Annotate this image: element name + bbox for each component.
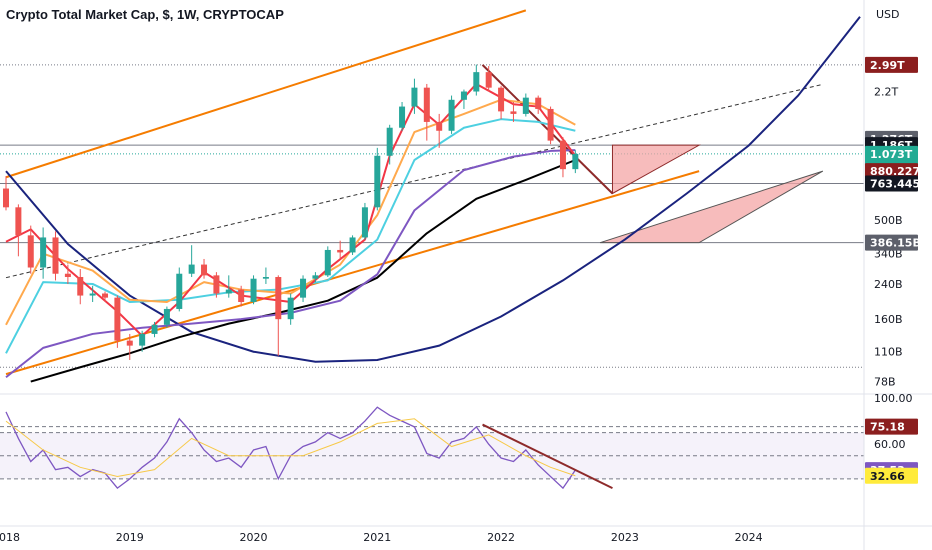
candle-body <box>89 293 96 296</box>
candle-body <box>64 273 71 278</box>
price-badge-label: 1.073T <box>870 148 913 161</box>
candle-body <box>188 264 195 274</box>
candle-body <box>386 127 393 156</box>
candle-body <box>498 87 505 112</box>
chart-title: Crypto Total Market Cap, $, 1W, CRYPTOCA… <box>6 7 284 22</box>
candle-body <box>176 273 183 309</box>
candle-body <box>374 155 381 208</box>
rsi-tick-label: 60.00 <box>874 438 906 451</box>
candle-body <box>114 297 121 341</box>
candle-body <box>510 111 517 114</box>
candle-body <box>238 289 245 302</box>
candle-body <box>572 153 579 170</box>
candle-body <box>163 308 170 325</box>
x-tick-label: 2020 <box>240 531 268 544</box>
x-tick-label: 2022 <box>487 531 515 544</box>
rsi-tick-label: 100.00 <box>874 392 913 405</box>
y-tick-label: 2.2T <box>874 86 898 99</box>
trendline <box>5 170 700 376</box>
candle-body <box>485 72 492 88</box>
candle-body <box>15 207 22 236</box>
candle-body <box>399 106 406 128</box>
candle-body <box>52 237 59 274</box>
y-tick-label: 240B <box>874 278 903 291</box>
x-tick-label: 2019 <box>116 531 144 544</box>
candle-body <box>275 277 282 320</box>
candle-body <box>40 237 47 268</box>
parabolic-arc <box>5 16 861 363</box>
candle-body <box>139 333 146 346</box>
price-badge-label: 880.227B <box>870 165 929 178</box>
candle-body <box>151 324 158 334</box>
y-tick-label: 340B <box>874 248 903 261</box>
target-triangle <box>611 144 702 195</box>
candle-body <box>349 237 356 253</box>
moving-average-line <box>5 149 576 379</box>
candle-body <box>77 277 84 296</box>
candle-body <box>201 264 208 276</box>
trendline <box>481 64 614 195</box>
price-pane <box>0 9 864 383</box>
candle-body <box>436 121 443 131</box>
price-badge-label: 75.18 <box>870 421 905 434</box>
price-badge <box>865 56 918 73</box>
price-badge <box>865 467 918 484</box>
candle-body <box>3 188 9 208</box>
y-tick-label: 78B <box>874 376 896 389</box>
trendline <box>5 9 527 179</box>
candle-body <box>535 97 542 109</box>
candle-body <box>312 275 319 279</box>
candle-body <box>27 235 34 268</box>
y-tick-label: 500B <box>874 214 903 227</box>
x-tick-label: 2021 <box>363 531 391 544</box>
candle-body <box>473 72 480 92</box>
x-tick-label: 2024 <box>735 531 763 544</box>
candle-body <box>262 277 269 279</box>
candle-body <box>225 289 232 294</box>
candle-body <box>361 207 368 238</box>
candle-body <box>337 249 344 253</box>
price-badge-label: 386.15B <box>870 237 921 250</box>
moving-average-line <box>5 82 577 337</box>
candle-body <box>423 87 430 122</box>
target-triangle <box>599 170 824 244</box>
price-badge <box>865 234 918 251</box>
candle-body <box>300 278 307 298</box>
candle-body <box>287 297 294 320</box>
candle-body <box>324 249 331 276</box>
moving-average-line <box>30 159 576 383</box>
rsi-trendline <box>482 423 613 489</box>
price-badge-label: 763.445B <box>870 177 929 190</box>
x-tick-label: 2018 <box>0 531 20 544</box>
moving-average-line <box>5 98 576 326</box>
candle-body <box>411 87 418 107</box>
y-tick-label: 160B <box>874 313 903 326</box>
candle-body <box>460 91 467 100</box>
candle-body <box>547 108 554 141</box>
candle-body <box>522 97 529 114</box>
candle-body <box>126 340 133 346</box>
price-badge <box>865 175 918 192</box>
candle-body <box>250 278 257 302</box>
candle-body <box>448 99 455 131</box>
price-badge-label: 32.66 <box>870 470 905 483</box>
price-badge <box>865 418 918 435</box>
rsi-pane <box>0 406 864 490</box>
candle-body <box>213 275 220 294</box>
rsi-line <box>5 418 576 478</box>
y-tick-label: 110B <box>874 346 903 359</box>
price-badge <box>865 163 918 180</box>
x-tick-label: 2023 <box>611 531 639 544</box>
price-badge-label: 2.99T <box>870 59 905 72</box>
candle-body <box>559 140 566 170</box>
y-axis-unit: USD <box>876 8 900 21</box>
candle-body <box>102 293 109 298</box>
